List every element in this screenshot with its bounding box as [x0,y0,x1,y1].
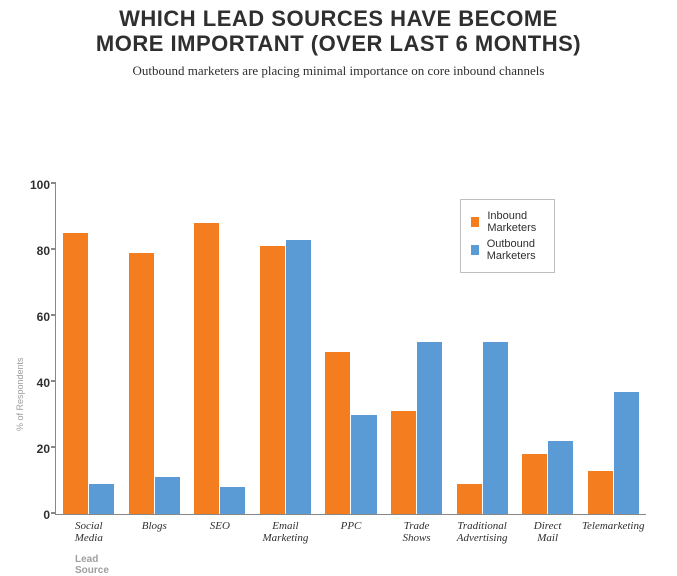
y-tick-label: 40 [37,376,50,390]
bar [351,415,376,514]
bar [457,484,482,514]
y-axis-title: % of Respondents [15,358,25,432]
x-tick-label: SEO [187,520,253,532]
bar [286,240,311,514]
bar-group [63,184,114,514]
x-tick-label: Blogs [122,520,188,532]
y-tick-mark [51,182,56,184]
bar [260,246,285,513]
bar-group [260,184,311,514]
legend-item: Outbound Marketers [471,236,542,264]
y-tick-label: 80 [37,244,50,258]
bar-group [588,184,639,514]
bar [483,342,508,514]
bar [417,342,442,514]
legend-label: Outbound Marketers [487,238,542,262]
bar [220,487,245,513]
y-tick-mark [51,248,56,250]
legend-label: Inbound Marketers [487,210,542,234]
bar [129,253,154,514]
bar-group [391,184,442,514]
x-tick-label: Traditional Advertising [449,520,515,544]
chart-title-line2: MORE IMPORTANT (OVER LAST 6 MONTHS) [96,31,581,56]
plot-area: 020406080100Social MediaBlogsSEOEmail Ma… [55,184,646,515]
x-tick-label: Trade Shows [384,520,450,544]
bar [522,454,547,513]
legend: Inbound Marketers Outbound Marketers [460,199,555,273]
bar [155,477,180,513]
y-tick-label: 0 [43,508,50,522]
bar [391,411,416,513]
chart-title-line1: WHICH LEAD SOURCES HAVE BECOME [119,6,558,31]
legend-swatch [471,217,479,227]
x-tick-label: Email Marketing [253,520,319,544]
x-tick-label: PPC [318,520,384,532]
y-tick-mark [51,446,56,448]
chart-title: WHICH LEAD SOURCES HAVE BECOME MORE IMPO… [0,0,677,57]
x-axis-title: Lead Source [75,554,109,576]
x-tick-label: Telemarketing [580,520,646,532]
bar [194,223,219,513]
y-tick-label: 20 [37,442,50,456]
bar-group [325,184,376,514]
bar [614,392,639,514]
bar [588,471,613,514]
y-tick-mark [51,314,56,316]
x-tick-label: Direct Mail [515,520,581,544]
bar-group [129,184,180,514]
bar-group [194,184,245,514]
bar [548,441,573,514]
y-tick-label: 100 [30,178,50,192]
bar [89,484,114,514]
legend-swatch [471,245,479,255]
legend-item: Inbound Marketers [471,208,542,236]
x-tick-label: Social Media [56,520,122,544]
chart-subtitle: Outbound marketers are placing minimal i… [0,57,677,79]
bar [63,233,88,514]
y-tick-label: 60 [37,310,50,324]
bar [325,352,350,514]
y-tick-mark [51,380,56,382]
